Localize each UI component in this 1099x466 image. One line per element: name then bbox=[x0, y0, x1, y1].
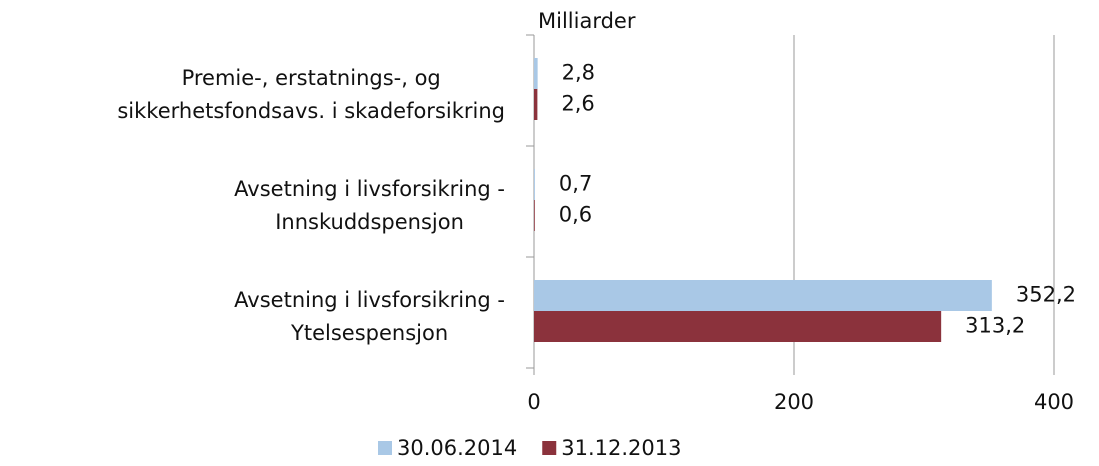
axis-label: Milliarder bbox=[538, 9, 636, 33]
category-label: Premie-, erstatnings-, og sikkerhetsfonds… bbox=[117, 66, 505, 123]
x-tick-label: 0 bbox=[527, 390, 540, 414]
bar bbox=[534, 311, 942, 342]
value-label: 352,2 bbox=[1016, 283, 1076, 307]
bar bbox=[534, 280, 992, 311]
legend-swatch bbox=[542, 441, 557, 455]
x-tick-label: 400 bbox=[1034, 390, 1074, 414]
value-label: 2,6 bbox=[561, 92, 594, 116]
category-label: Avsetning i livsforsikring -Innskuddspen… bbox=[234, 177, 505, 234]
category-label: Avsetning i livsforsikring -Ytelsespensj… bbox=[234, 288, 505, 345]
bar bbox=[534, 169, 535, 200]
legend-label: 30.06.2014 bbox=[397, 436, 517, 460]
value-label: 313,2 bbox=[965, 314, 1025, 338]
x-tick-label: 200 bbox=[774, 390, 814, 414]
bar bbox=[534, 58, 538, 89]
value-label: 0,7 bbox=[559, 172, 592, 196]
value-label: 2,8 bbox=[562, 61, 595, 85]
value-label: 0,6 bbox=[559, 203, 592, 227]
legend-label: 31.12.2013 bbox=[561, 436, 681, 460]
bar bbox=[534, 89, 538, 120]
legend-swatch bbox=[378, 441, 392, 455]
bar bbox=[534, 200, 535, 231]
